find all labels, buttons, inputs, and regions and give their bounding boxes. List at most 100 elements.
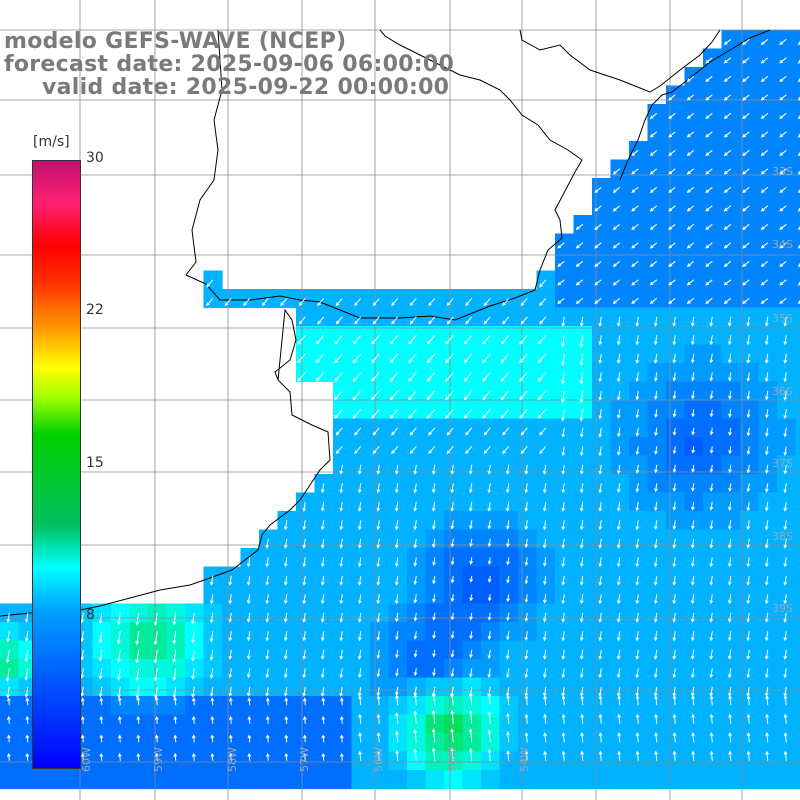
wind-arrow-head [616, 544, 621, 549]
wind-arrow [580, 557, 584, 567]
wind-arrow-head [283, 581, 288, 586]
wind-arrow [710, 594, 713, 604]
wind-arrow-head [468, 747, 473, 752]
wind-speed-cell [111, 714, 131, 734]
wind-arrow-head [339, 618, 344, 623]
wind-arrow-head [506, 636, 510, 641]
wind-arrow-head [450, 598, 455, 603]
wind-speed-cell [425, 714, 445, 734]
wind-arrow-head [779, 78, 784, 82]
wind-arrow [119, 735, 121, 743]
wind-arrow-head [339, 563, 344, 568]
wind-speed-cell [555, 751, 575, 771]
wind-arrow-head [524, 489, 529, 494]
wind-arrow-head [117, 752, 122, 757]
wind-speed-cell [351, 770, 371, 790]
wind-arrow [655, 501, 658, 511]
wind-speed-cell [666, 178, 686, 198]
wind-arrow-head [413, 489, 418, 494]
wind-arrow-head [5, 659, 10, 664]
wind-arrow-head [746, 526, 751, 531]
wind-arrow-head [783, 581, 788, 586]
wind-arrow [408, 408, 417, 419]
wind-arrow [692, 446, 695, 453]
wind-arrow [525, 612, 528, 621]
wind-speed-cell [795, 418, 800, 438]
wind-arrow-head [575, 226, 580, 230]
wind-arrow [766, 483, 769, 492]
wind-arrow-head [395, 712, 399, 717]
wind-arrow-head [247, 734, 252, 739]
latitude-label: 37S [772, 457, 793, 470]
wind-arrow-head [487, 655, 492, 660]
wind-arrow-head [210, 697, 215, 702]
wind-arrow [8, 698, 10, 706]
wind-speed-cell [222, 770, 242, 790]
wind-arrow [538, 334, 547, 345]
wind-arrow [673, 631, 676, 641]
wind-speed-cell [795, 659, 800, 679]
wind-arrow [395, 594, 399, 604]
wind-arrow-head [357, 655, 362, 660]
wind-arrow-head [723, 189, 728, 193]
wind-arrow [482, 334, 491, 345]
wind-arrow [687, 242, 695, 249]
wind-arrow-head [413, 507, 418, 512]
wind-arrow-head [302, 544, 307, 549]
wind-arrow [100, 698, 103, 706]
wind-arrow [692, 409, 695, 417]
wind-arrow [728, 538, 732, 548]
wind-arrow-head [334, 377, 338, 382]
wind-arrow [358, 668, 362, 678]
wind-arrow-head [506, 525, 510, 530]
wind-arrow-head [690, 581, 695, 586]
wind-arrow [650, 186, 658, 193]
wind-arrow [617, 649, 621, 659]
wind-arrow [543, 520, 547, 530]
wind-arrow [673, 696, 676, 706]
wind-arrow [488, 631, 491, 639]
wind-arrow [562, 714, 565, 724]
wind-arrow-head [371, 377, 375, 382]
wind-arrow [594, 297, 602, 304]
wind-arrow [710, 714, 713, 724]
wind-arrow [673, 409, 676, 417]
wind-arrow [100, 735, 103, 743]
wind-speed-cell [462, 696, 482, 716]
wind-arrow-head [779, 300, 784, 304]
wind-arrow-head [690, 341, 695, 346]
wind-arrow-head [469, 616, 473, 621]
wind-arrow [779, 75, 787, 82]
wind-arrow-head [136, 696, 141, 701]
wind-arrow-head [376, 544, 381, 549]
wind-arrow-head [506, 598, 510, 603]
wind-arrow [340, 631, 343, 641]
wind-arrow [599, 353, 602, 363]
wind-arrow-head [598, 692, 603, 697]
wind-arrow [377, 464, 380, 474]
wind-speed-cell [647, 141, 667, 161]
wind-arrow [396, 750, 399, 761]
wind-arrow [81, 649, 84, 660]
wind-arrow [353, 353, 362, 363]
wind-arrow [206, 297, 214, 306]
wind-arrow-head [709, 395, 714, 400]
wind-arrow [488, 520, 491, 529]
wind-arrow-head [742, 226, 747, 230]
wind-arrow-head [542, 507, 547, 512]
wind-arrow [247, 594, 251, 604]
wind-speed-cell [592, 233, 612, 253]
wind-arrow-head [709, 655, 714, 660]
wind-arrow [427, 334, 436, 345]
wind-arrow [747, 409, 750, 418]
wind-arrow-head [653, 359, 658, 364]
wind-speed-cell [684, 104, 704, 124]
wind-arrow [562, 594, 565, 604]
wind-speed-cell [351, 751, 371, 771]
wind-arrow [599, 668, 602, 678]
wind-arrow-head [483, 302, 488, 307]
wind-arrow [761, 297, 769, 304]
wind-arrow-head [764, 674, 769, 679]
wind-arrow-head [246, 655, 251, 660]
wind-arrow [705, 223, 713, 230]
